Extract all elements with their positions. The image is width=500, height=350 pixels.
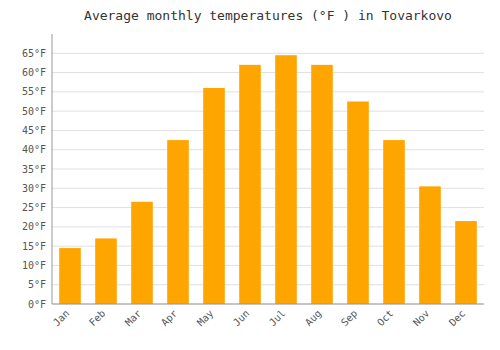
bar xyxy=(203,88,225,304)
x-tick-label: Jun xyxy=(231,308,252,329)
y-axis: 0°F 5°F 10°F 15°F 20°F 25°F 30°F 35°F 40°F 45°F 50… xyxy=(22,48,46,310)
bar xyxy=(275,55,297,304)
grid-line xyxy=(52,304,484,305)
grid-line xyxy=(52,111,484,112)
y-tick-label: 15°F xyxy=(22,241,46,252)
y-tick-label: 40°F xyxy=(22,144,46,155)
grid xyxy=(52,53,484,304)
x-tick-label: Jul xyxy=(267,308,288,329)
bar xyxy=(95,238,117,304)
grid-line xyxy=(52,130,484,131)
x-tick-label: Jan xyxy=(51,308,72,329)
y-tick-label: 65°F xyxy=(22,48,46,59)
bar xyxy=(131,202,153,304)
y-tick-label: 20°F xyxy=(22,221,46,232)
x-axis-line xyxy=(52,304,484,305)
y-tick-label: 5°F xyxy=(28,279,46,290)
y-tick-label: 45°F xyxy=(22,125,46,136)
bar xyxy=(419,186,441,304)
grid-line xyxy=(52,169,484,170)
grid-line xyxy=(52,53,484,54)
y-tick-label: 30°F xyxy=(22,183,46,194)
x-tick-label: Aug xyxy=(303,308,324,329)
x-tick-label: Oct xyxy=(375,308,396,329)
grid-line xyxy=(52,149,484,150)
y-tick-label: 10°F xyxy=(22,260,46,271)
bar xyxy=(239,65,261,304)
y-tick-label: 35°F xyxy=(22,164,46,175)
x-tick-label: Apr xyxy=(159,308,180,329)
y-axis-line xyxy=(52,34,53,304)
x-axis: Jan Feb Mar Apr May Jun Jul Aug Sep Oct Nov Dec xyxy=(51,308,468,329)
chart: Average monthly temperatures (°F ) in To… xyxy=(0,0,500,350)
bar xyxy=(347,102,369,305)
bars xyxy=(59,55,477,304)
bar xyxy=(167,140,189,304)
x-tick-label: Sep xyxy=(339,308,360,329)
x-tick-label: Feb xyxy=(87,308,108,329)
bar xyxy=(455,221,477,304)
y-tick-label: 0°F xyxy=(28,299,46,310)
bar xyxy=(59,248,81,304)
bar xyxy=(383,140,405,304)
grid-line xyxy=(52,72,484,73)
y-tick-label: 25°F xyxy=(22,202,46,213)
x-tick-label: Mar xyxy=(123,308,144,329)
x-tick-label: Dec xyxy=(447,308,468,329)
bar xyxy=(311,65,333,304)
title: Average monthly temperatures (°F ) in To… xyxy=(84,8,452,23)
y-tick-label: 55°F xyxy=(22,86,46,97)
y-tick-label: 50°F xyxy=(22,106,46,117)
x-tick-label: Nov xyxy=(411,308,432,329)
y-tick-label: 60°F xyxy=(22,67,46,78)
chart-container: Average monthly temperatures (°F ) in To… xyxy=(0,0,500,350)
x-tick-label: May xyxy=(195,308,216,329)
grid-line xyxy=(52,91,484,92)
